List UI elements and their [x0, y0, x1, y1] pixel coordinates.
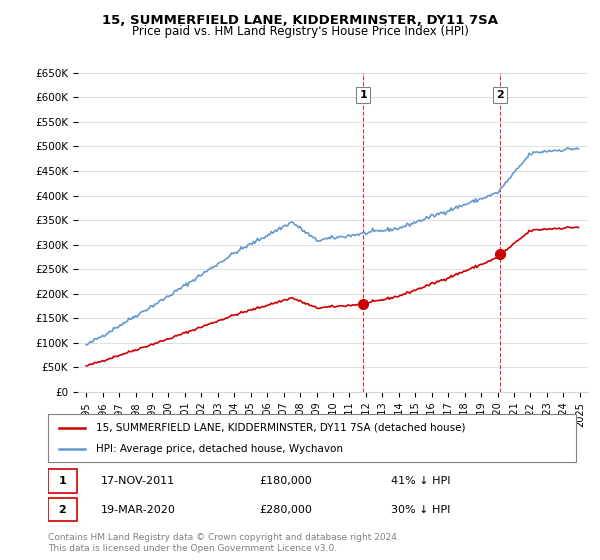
Text: 17-NOV-2011: 17-NOV-2011: [101, 476, 175, 486]
Text: 1: 1: [359, 90, 367, 100]
Text: £280,000: £280,000: [259, 505, 312, 515]
Text: Price paid vs. HM Land Registry's House Price Index (HPI): Price paid vs. HM Land Registry's House …: [131, 25, 469, 38]
FancyBboxPatch shape: [48, 498, 77, 521]
Text: 15, SUMMERFIELD LANE, KIDDERMINSTER, DY11 7SA (detached house): 15, SUMMERFIELD LANE, KIDDERMINSTER, DY1…: [95, 423, 465, 433]
FancyBboxPatch shape: [48, 469, 77, 493]
Text: Contains HM Land Registry data © Crown copyright and database right 2024.
This d: Contains HM Land Registry data © Crown c…: [48, 533, 400, 553]
Text: 41% ↓ HPI: 41% ↓ HPI: [391, 476, 451, 486]
Text: 19-MAR-2020: 19-MAR-2020: [101, 505, 176, 515]
Text: 30% ↓ HPI: 30% ↓ HPI: [391, 505, 451, 515]
FancyBboxPatch shape: [48, 414, 576, 462]
Text: 1: 1: [58, 476, 66, 486]
Text: 15, SUMMERFIELD LANE, KIDDERMINSTER, DY11 7SA: 15, SUMMERFIELD LANE, KIDDERMINSTER, DY1…: [102, 14, 498, 27]
Text: 2: 2: [496, 90, 504, 100]
Text: 2: 2: [58, 505, 66, 515]
Text: HPI: Average price, detached house, Wychavon: HPI: Average price, detached house, Wych…: [95, 444, 343, 454]
Text: £180,000: £180,000: [259, 476, 312, 486]
